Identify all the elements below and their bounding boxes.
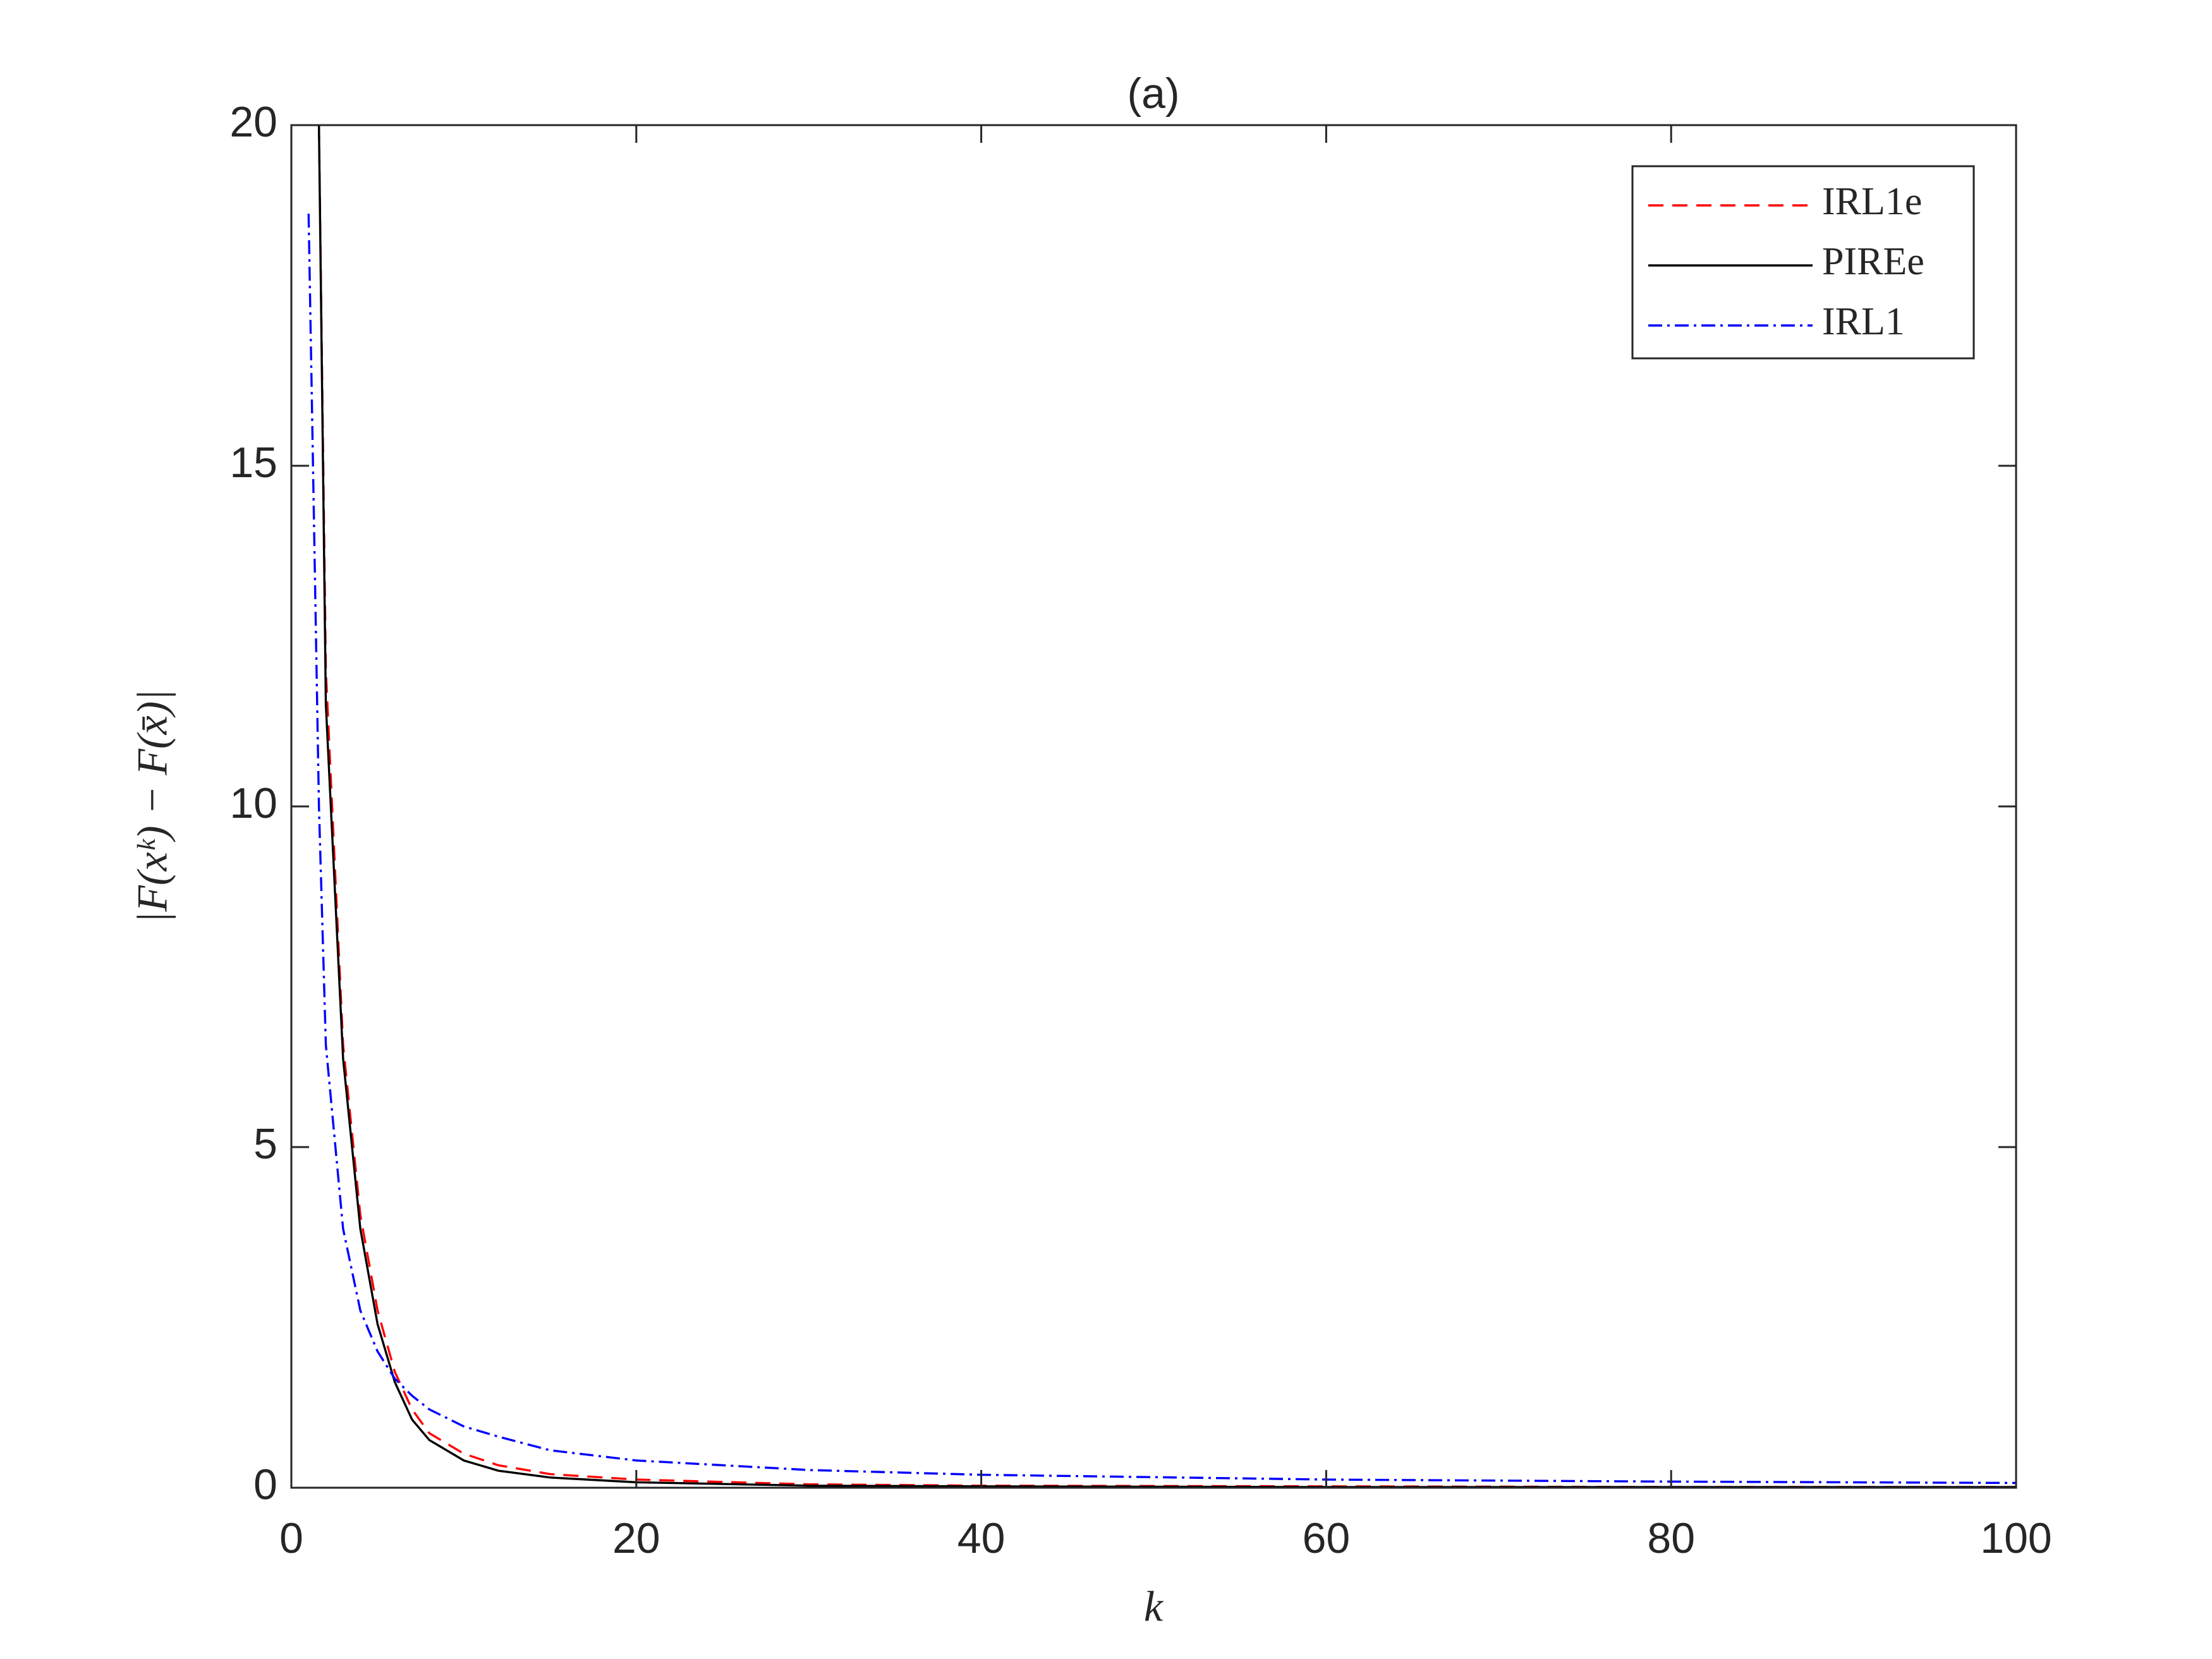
y-tick-label: 10: [229, 779, 277, 827]
series-line: [307, 214, 2016, 1485]
x-tick-label: 80: [1647, 1514, 1695, 1562]
chart-title: (a): [1127, 70, 1179, 118]
legend-label: PIREe: [1822, 240, 1924, 283]
plot-area: [307, 125, 2016, 1488]
x-tick-label: 40: [957, 1514, 1006, 1562]
legend: IRL1e PIREe IRL1: [1631, 165, 1975, 360]
x-tick-label: 20: [612, 1514, 660, 1562]
x-tick-label: 100: [1980, 1514, 2051, 1562]
legend-label: IRL1e: [1822, 180, 1922, 223]
y-tick-label: 15: [229, 439, 277, 487]
y-tick-label: 5: [253, 1120, 277, 1168]
y-tick-label: 0: [253, 1461, 277, 1509]
x-axis-label: k: [1144, 1583, 1164, 1631]
x-tick-label: 60: [1303, 1514, 1351, 1562]
series-line: [317, 125, 2016, 1488]
legend-box: [1631, 165, 1975, 360]
y-tick-label: 20: [229, 98, 277, 146]
legend-label: IRL1: [1822, 300, 1905, 343]
y-axis-label: |F(xᵏ) − F(x̄)|: [128, 690, 176, 923]
x-tick-label: 0: [279, 1514, 303, 1562]
